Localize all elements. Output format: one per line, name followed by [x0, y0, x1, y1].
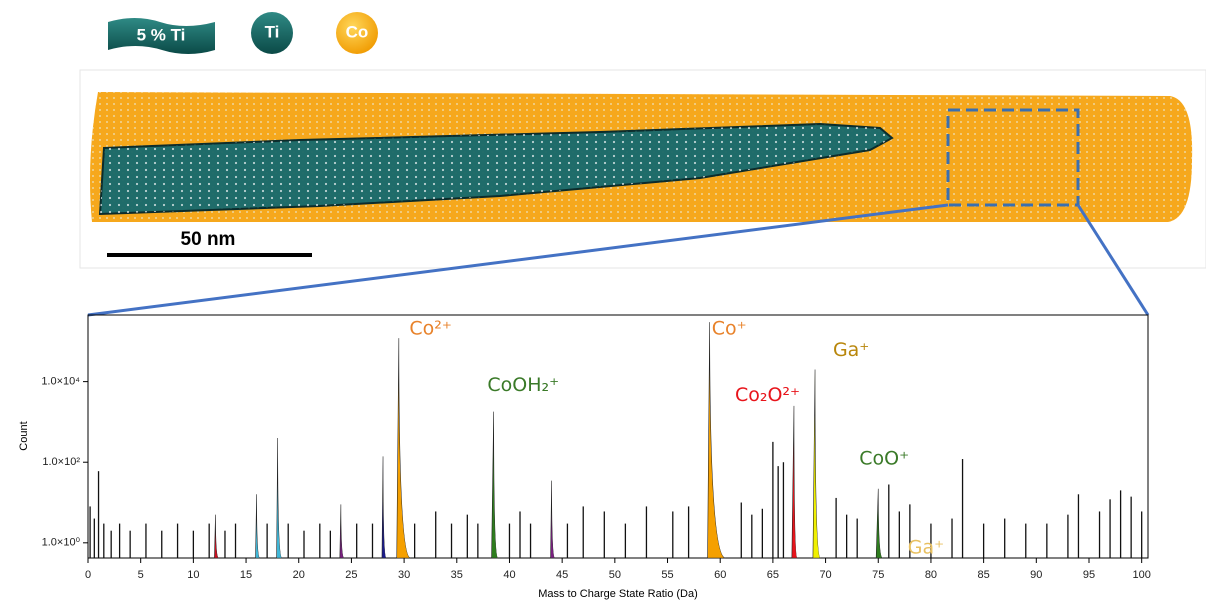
peak-annotation: CoOH₂⁺	[487, 374, 559, 396]
x-tick-label: 10	[187, 569, 199, 581]
plot-frame	[87, 314, 1149, 559]
ranged-peak	[791, 405, 798, 559]
ranged-peak	[339, 504, 345, 559]
badge-label: 5 % Ti	[137, 25, 186, 44]
x-tick-label: 35	[451, 569, 463, 581]
badge-shape	[336, 12, 378, 54]
badge-label: Co	[346, 22, 369, 41]
ranged-peak	[875, 488, 883, 559]
badge-shape	[251, 12, 293, 54]
x-tick-label: 80	[925, 569, 937, 581]
x-tick-label: 0	[85, 569, 91, 581]
ranged-peak	[396, 338, 411, 559]
x-tick-label: 95	[1083, 569, 1095, 581]
scale-bar-label: 50 nm	[181, 229, 236, 250]
peak-annotation: Ga⁺	[833, 339, 869, 361]
y-tick-label: 1.0×10²	[42, 456, 80, 468]
zoom-line	[1076, 204, 1150, 316]
x-tick-label: 50	[609, 569, 621, 581]
ranged-peak	[550, 480, 556, 559]
ranged-peak	[491, 411, 499, 559]
x-tick-label: 65	[767, 569, 779, 581]
zoom-line	[87, 203, 949, 317]
x-tick-label: 60	[714, 569, 726, 581]
badge-shape	[108, 18, 215, 54]
x-tick-label: 55	[661, 569, 673, 581]
legend-badges: 5 % Ti Ti Co	[108, 12, 378, 54]
x-tick-label: 90	[1030, 569, 1042, 581]
ranged-peak	[707, 322, 726, 559]
reconstruction: 50 nm	[79, 69, 1206, 317]
ranged-peak	[214, 514, 219, 559]
x-tick-label: 40	[503, 569, 515, 581]
ti-texture	[100, 124, 892, 214]
x-tick-label: 15	[240, 569, 252, 581]
ranged-peak	[276, 437, 283, 559]
y-axis-label: Count	[18, 421, 30, 450]
x-tick-label: 30	[398, 569, 410, 581]
x-tick-label: 25	[345, 569, 357, 581]
peak-annotation: Co⁺	[712, 318, 747, 340]
peak-annotation: CoO⁺	[859, 448, 909, 470]
spectrum-chart: Mass to Charge State Ratio (Da) Count 0 5…	[18, 314, 1151, 600]
x-tick-label: 70	[819, 569, 831, 581]
badge-label: Ti	[265, 22, 280, 41]
peak-annotation: Co²⁺	[409, 318, 452, 340]
x-tick-label: 100	[1132, 569, 1150, 581]
peak-annotation: Ga⁺	[908, 536, 944, 558]
peak-annotation: Co₂O²⁺	[735, 384, 800, 406]
x-tick-label: 5	[138, 569, 144, 581]
ranged-peak	[381, 456, 387, 559]
zoom-box	[946, 108, 1080, 207]
x-tick-label: 45	[556, 569, 568, 581]
y-tick-label: 1.0×10⁰	[42, 537, 81, 549]
ranged-peak	[255, 494, 261, 559]
x-tick-label: 85	[978, 569, 990, 581]
x-axis-label: Mass to Charge State Ratio (Da)	[538, 588, 698, 600]
ranged-peak	[812, 369, 821, 559]
x-tick-label: 20	[293, 569, 305, 581]
x-tick-label: 75	[872, 569, 884, 581]
y-tick-label: 1.0×10⁴	[41, 376, 80, 388]
